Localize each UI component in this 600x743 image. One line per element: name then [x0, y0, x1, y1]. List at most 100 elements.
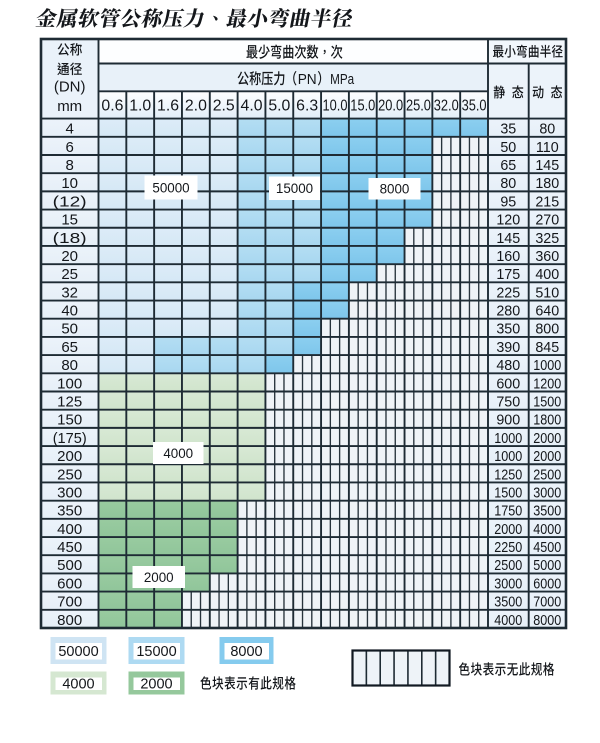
svg-text:20.0: 20.0	[378, 98, 403, 115]
svg-text:2000: 2000	[494, 522, 522, 538]
svg-text:2000: 2000	[533, 449, 561, 465]
svg-text:180: 180	[535, 176, 559, 192]
svg-text:350: 350	[496, 322, 520, 338]
svg-text:4000: 4000	[62, 676, 94, 692]
svg-text:110: 110	[536, 140, 559, 156]
svg-text:1750: 1750	[494, 504, 522, 520]
svg-text:65: 65	[61, 339, 78, 356]
svg-text:35.0: 35.0	[462, 98, 487, 115]
svg-text:1500: 1500	[494, 485, 522, 501]
svg-text:8000: 8000	[380, 182, 410, 197]
svg-text:2000: 2000	[144, 570, 174, 585]
svg-text:6: 6	[66, 139, 74, 156]
svg-text:325: 325	[535, 231, 559, 247]
svg-text:4000: 4000	[163, 446, 193, 461]
svg-text:2000: 2000	[533, 431, 561, 447]
svg-text:2500: 2500	[533, 467, 561, 483]
svg-text:2000: 2000	[140, 676, 172, 692]
svg-text:2250: 2250	[494, 540, 522, 556]
svg-text:15.0: 15.0	[350, 98, 375, 115]
svg-text:mm: mm	[57, 98, 82, 115]
svg-text:MPa: MPa	[330, 71, 355, 88]
svg-text:80: 80	[539, 122, 555, 138]
svg-text:1000: 1000	[494, 449, 522, 465]
svg-text:3500: 3500	[533, 504, 561, 520]
svg-text:350: 350	[57, 503, 82, 520]
svg-text:50: 50	[61, 321, 78, 338]
svg-text:480: 480	[496, 358, 520, 374]
svg-text:2.5: 2.5	[213, 98, 235, 115]
svg-text:300: 300	[57, 484, 82, 501]
svg-text:95: 95	[500, 194, 516, 210]
svg-text:4: 4	[66, 121, 74, 138]
svg-text:4500: 4500	[533, 540, 561, 556]
svg-text:6.3: 6.3	[296, 98, 318, 115]
svg-text:3000: 3000	[533, 485, 561, 501]
svg-text:600: 600	[57, 575, 82, 592]
svg-text:2500: 2500	[494, 558, 522, 574]
svg-text:PN: PN	[298, 71, 317, 88]
svg-text:8000: 8000	[230, 644, 262, 660]
svg-text:1500: 1500	[533, 394, 561, 410]
svg-text:215: 215	[535, 194, 559, 210]
svg-text:5.0: 5.0	[268, 98, 290, 115]
svg-text:160: 160	[496, 249, 520, 265]
svg-text:150: 150	[57, 412, 82, 429]
svg-text:3000: 3000	[494, 576, 522, 592]
svg-text:32: 32	[61, 284, 78, 301]
svg-text:50: 50	[500, 140, 516, 156]
svg-text:600: 600	[496, 376, 520, 392]
svg-text:15000: 15000	[276, 181, 313, 196]
svg-text:1800: 1800	[533, 413, 561, 429]
svg-text:500: 500	[57, 557, 82, 574]
svg-text:640: 640	[535, 304, 559, 320]
svg-text:145: 145	[496, 231, 520, 247]
svg-text:225: 225	[496, 285, 520, 301]
svg-text:(DN): (DN)	[54, 79, 86, 96]
svg-text:3500: 3500	[494, 595, 522, 611]
svg-text:280: 280	[496, 304, 520, 320]
svg-text:2.0: 2.0	[185, 98, 207, 115]
svg-text:270: 270	[535, 213, 559, 229]
svg-text:900: 900	[496, 413, 520, 429]
svg-text:65: 65	[500, 158, 516, 174]
svg-text:1000: 1000	[533, 358, 561, 374]
svg-text:25.0: 25.0	[406, 98, 431, 115]
svg-text:4.0: 4.0	[241, 98, 263, 115]
svg-text:80: 80	[61, 357, 78, 374]
svg-text:510: 510	[535, 285, 559, 301]
svg-text:360: 360	[535, 249, 559, 265]
svg-text:1.0: 1.0	[129, 98, 151, 115]
svg-text:845: 845	[535, 340, 559, 356]
svg-text:800: 800	[535, 322, 559, 338]
svg-text:10.0: 10.0	[322, 98, 347, 115]
svg-text:(12): (12)	[53, 193, 87, 210]
svg-text:250: 250	[57, 466, 82, 483]
svg-text:1200: 1200	[533, 376, 561, 392]
svg-text:(175): (175)	[53, 430, 87, 447]
svg-text:200: 200	[57, 448, 82, 465]
svg-text:1.6: 1.6	[157, 98, 179, 115]
svg-text:40: 40	[61, 303, 78, 320]
svg-text:25: 25	[61, 266, 78, 283]
svg-text:7000: 7000	[533, 595, 561, 611]
svg-text:800: 800	[57, 612, 82, 629]
svg-text:15: 15	[61, 212, 78, 229]
svg-text:5000: 5000	[533, 558, 561, 574]
svg-text:1250: 1250	[494, 467, 522, 483]
svg-text:750: 750	[496, 394, 520, 410]
svg-text:450: 450	[57, 539, 82, 556]
svg-text:120: 120	[496, 213, 520, 229]
svg-text:32.0: 32.0	[434, 98, 459, 115]
svg-text:80: 80	[500, 176, 516, 192]
svg-text:(18): (18)	[53, 230, 87, 247]
svg-text:4000: 4000	[533, 522, 561, 538]
svg-text:390: 390	[496, 340, 520, 356]
svg-text:145: 145	[535, 158, 559, 174]
svg-text:400: 400	[57, 521, 82, 538]
svg-text:0.6: 0.6	[101, 98, 123, 115]
svg-text:6000: 6000	[533, 576, 561, 592]
svg-text:8: 8	[66, 157, 74, 174]
svg-text:100: 100	[57, 375, 82, 392]
svg-text:4000: 4000	[494, 613, 522, 629]
